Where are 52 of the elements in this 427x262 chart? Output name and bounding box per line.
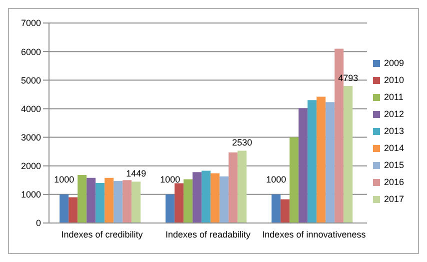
bar: [220, 176, 229, 223]
bar: [104, 178, 114, 223]
legend-label: 2011: [384, 92, 404, 102]
bar: [238, 150, 247, 223]
bar: [60, 194, 69, 223]
bar: [202, 170, 211, 223]
bar: [184, 179, 193, 223]
bar: [132, 182, 141, 223]
y-tick-label: 5000: [20, 75, 41, 86]
legend-label: 2012: [384, 108, 404, 118]
bar: [316, 96, 326, 223]
data-label: 4793: [338, 73, 358, 84]
bar: [96, 183, 105, 223]
bar: [78, 175, 87, 223]
x-tick-label: Indexes of credibility: [61, 229, 144, 240]
bar: [272, 194, 281, 223]
legend-label: 2017: [384, 194, 404, 204]
legend-label: 2013: [384, 126, 404, 136]
bar: [298, 108, 308, 223]
bar: [326, 102, 335, 223]
y-tick-label: 1000: [20, 190, 41, 200]
data-label: 1000: [160, 174, 180, 184]
bar: [68, 197, 78, 223]
y-tick-label: 7000: [20, 18, 41, 28]
y-tick-label: 6000: [20, 46, 41, 57]
legend-label: 2009: [384, 58, 404, 68]
y-tick-label: 3000: [20, 132, 41, 142]
bar: [290, 137, 299, 223]
bar: [280, 199, 290, 223]
legend-label: 2010: [384, 74, 404, 84]
data-label: 1000: [54, 174, 74, 184]
y-tick-label: 2000: [20, 161, 41, 172]
bar: [114, 181, 123, 223]
legend-label: 2015: [384, 160, 404, 170]
data-label: 2530: [232, 138, 252, 148]
bar: [308, 100, 317, 223]
bar: [192, 172, 202, 223]
legend-label: 2016: [384, 176, 404, 186]
bar: [344, 86, 353, 223]
bar: [228, 152, 238, 223]
y-tick-label: 0: [36, 218, 41, 228]
x-tick-label: Indexes of innovativeness: [262, 229, 366, 240]
bar: [210, 173, 220, 223]
legend-label: 2014: [384, 142, 404, 152]
bar: [166, 194, 175, 223]
y-tick-label: 4000: [20, 104, 41, 114]
x-tick-label: Indexes of readability: [165, 229, 252, 240]
bar: [122, 180, 132, 223]
bar: [86, 178, 96, 223]
data-label: 1449: [126, 168, 146, 179]
data-label: 1000: [266, 174, 286, 184]
bar: [174, 183, 184, 223]
